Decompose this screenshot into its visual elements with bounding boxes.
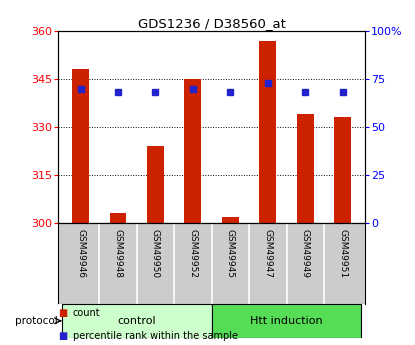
Bar [212, 304, 361, 338]
Text: GSM49947: GSM49947 [264, 229, 272, 278]
Bar [297, 114, 314, 223]
Text: percentile rank within the sample: percentile rank within the sample [73, 331, 238, 341]
Bar [334, 117, 351, 223]
Text: control: control [117, 316, 156, 326]
Text: Htt induction: Htt induction [250, 316, 323, 326]
Bar [185, 79, 201, 223]
Bar [110, 213, 127, 223]
Text: ■: ■ [58, 331, 67, 341]
Bar [72, 69, 89, 223]
Text: GSM49951: GSM49951 [338, 229, 347, 278]
Bar [147, 146, 164, 223]
Bar [222, 217, 239, 223]
Title: GDS1236 / D38560_at: GDS1236 / D38560_at [138, 17, 286, 30]
Bar [62, 304, 212, 338]
Text: count: count [73, 308, 100, 318]
Bar [259, 41, 276, 223]
Text: GSM49949: GSM49949 [301, 229, 310, 278]
Text: GSM49945: GSM49945 [226, 229, 235, 278]
Text: protocol: protocol [15, 316, 57, 326]
Text: GSM49948: GSM49948 [114, 229, 122, 278]
Text: GSM49946: GSM49946 [76, 229, 85, 278]
Text: GSM49952: GSM49952 [188, 229, 198, 278]
Text: ■: ■ [58, 308, 67, 318]
Text: GSM49950: GSM49950 [151, 229, 160, 278]
